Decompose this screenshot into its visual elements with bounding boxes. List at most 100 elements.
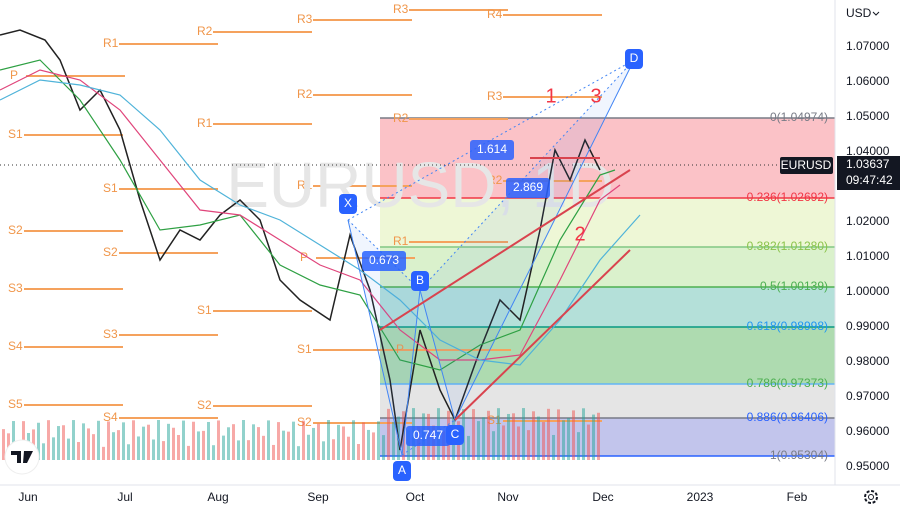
pattern-point-badge (339, 194, 357, 214)
volume-bar (532, 411, 535, 460)
volume-bar (387, 408, 390, 460)
volume-bar (492, 431, 495, 460)
volume-bar (322, 441, 325, 460)
volume-bar (122, 422, 125, 460)
settings-button[interactable] (864, 490, 878, 504)
ratio-badge (362, 251, 406, 271)
time-tick-label: Sep (307, 490, 329, 504)
volume-bar (2, 429, 5, 460)
volume-bar (352, 420, 355, 460)
volume-bar (317, 423, 320, 460)
volume-bar (52, 437, 55, 460)
pivot-label: S3 (8, 281, 23, 295)
volume-bar (82, 423, 85, 460)
volume-bar (292, 421, 295, 460)
wave-label: 2 (574, 223, 585, 245)
volume-bar (522, 408, 525, 460)
volume-bar (482, 417, 485, 460)
volume-bar (562, 420, 565, 460)
pivot-label: S2 (197, 398, 212, 412)
volume-bar (197, 431, 200, 460)
pivot-label: R4 (487, 7, 503, 21)
volume-bar (192, 421, 195, 460)
pattern-point: D (630, 51, 639, 65)
moving-average (0, 69, 621, 361)
volume-bar (487, 410, 490, 460)
volume-bar (542, 422, 545, 460)
pivot-label: R3 (297, 12, 313, 26)
dropdown-icon[interactable] (872, 11, 880, 16)
time-tick-label: Jul (117, 490, 132, 504)
volume-bar (377, 421, 380, 460)
currency-selector[interactable]: USD (846, 6, 872, 20)
pivot-label: R2 (487, 173, 503, 187)
volume-bar (157, 420, 160, 460)
pattern-point: B (416, 273, 424, 287)
volume-bar (107, 421, 110, 460)
pivot-label: R1 (297, 178, 313, 192)
volume-bar (547, 408, 550, 460)
volume-bar (517, 426, 520, 460)
pattern-point-badge (411, 271, 429, 291)
time-tick-label: 2023 (687, 490, 714, 504)
ratio-label: 2.869 (513, 180, 543, 194)
volume-bar (592, 414, 595, 460)
pivot-label: S1 (197, 303, 212, 317)
volume-bar (177, 434, 180, 460)
pivot-label: S5 (8, 397, 23, 411)
fib-label: 1(0.95304) (770, 448, 828, 462)
pivot-label: S3 (103, 327, 118, 341)
ratio-label: 1.614 (477, 142, 507, 156)
annotations: X A B C D 0.673 0.747 1.614 2.869 1 3 2 (339, 49, 643, 481)
volume-bar (267, 420, 270, 460)
volume-bar (212, 445, 215, 460)
volume-bar (497, 408, 500, 460)
time-axis: Jun Jul Aug Sep Oct Nov Dec 2023 Feb (18, 490, 807, 504)
volume-bar (77, 442, 80, 460)
pivot-label: S2 (8, 223, 23, 237)
volume-bar (72, 420, 75, 460)
price-tick-label: 1.02000 (846, 214, 890, 228)
pivot-label: R1 (103, 36, 119, 50)
volume-bar (567, 418, 570, 460)
volume-bar (527, 430, 530, 460)
fib-label: 0(1.04974) (770, 110, 828, 124)
volume-bar (97, 420, 100, 460)
pivot-label: R2 (197, 24, 213, 38)
volume-bar (262, 435, 265, 460)
volume-bar (272, 444, 275, 460)
price-tick-label: 0.98000 (846, 354, 890, 368)
fib-label: 0.786(0.97373) (747, 376, 828, 390)
price-tick-label: 0.96000 (846, 424, 890, 438)
volume-bar (327, 420, 330, 460)
tradingview-logo[interactable] (4, 439, 40, 475)
fib-label: 0.382(1.01280) (747, 239, 828, 253)
volume-bar (252, 424, 255, 460)
price-tick-label: 0.99000 (846, 319, 890, 333)
volume-bar (312, 427, 315, 460)
pivot-levels: R3 R3 R4 R1 R2 R2 R3 R2 R1 S1 R1 R2 S1 S2 S2 R1 P S3 S1 S3 S… (8, 2, 602, 429)
volume-bar (597, 412, 600, 460)
pivot-label: S4 (103, 410, 118, 424)
ratio-badge (506, 178, 550, 198)
pivot-label: S1 (103, 181, 118, 195)
pattern-guide (419, 59, 635, 291)
volume-bar (577, 432, 580, 460)
pivot-label: S4 (8, 339, 23, 353)
volume-bar (207, 421, 210, 460)
pattern-point-badge (625, 49, 643, 69)
volume-bar (337, 424, 340, 460)
volume-bar (572, 410, 575, 460)
volume-bar (227, 427, 230, 460)
volume-bar (287, 431, 290, 460)
volume-bar (552, 434, 555, 460)
volume-bar (382, 435, 385, 460)
volume-bar (42, 443, 45, 460)
volume-bar (502, 425, 505, 460)
pivot-label: R2 (393, 111, 409, 125)
fib-zone (380, 287, 835, 327)
fib-zone (380, 384, 835, 418)
volume-bar (372, 432, 375, 460)
volume-bar (127, 444, 130, 460)
